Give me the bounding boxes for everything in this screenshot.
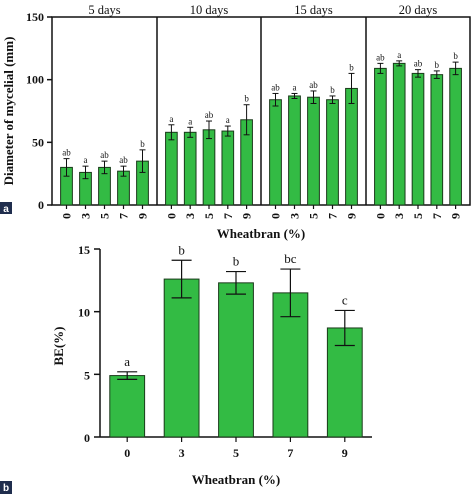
x-tick-label: 9 bbox=[342, 446, 348, 460]
significance-label: bc bbox=[284, 251, 297, 266]
x-tick-label: 9 bbox=[136, 213, 150, 219]
group-title: 15 days bbox=[294, 3, 333, 17]
x-tick-label: 0 bbox=[373, 213, 387, 219]
bar bbox=[218, 282, 254, 438]
significance-label: a bbox=[188, 116, 192, 126]
bar bbox=[202, 129, 216, 206]
bar bbox=[411, 72, 425, 206]
bars-b: a b b bc c bbox=[109, 242, 363, 438]
significance-label: c bbox=[342, 292, 348, 307]
significance-label: ab bbox=[309, 80, 318, 90]
significance-label: b bbox=[435, 60, 440, 70]
x-tick-label: 7 bbox=[430, 213, 444, 219]
y-tick-label: 10 bbox=[78, 306, 90, 320]
significance-label: b bbox=[453, 51, 458, 61]
significance-label: ab bbox=[205, 110, 214, 120]
panel-tag-a-bg bbox=[0, 202, 12, 214]
y-tick-label: 0 bbox=[38, 198, 44, 212]
significance-label: b bbox=[330, 85, 335, 95]
bar bbox=[165, 131, 178, 206]
y-tick-label: 5 bbox=[84, 368, 90, 382]
y-tick-label: 0 bbox=[84, 431, 90, 445]
significance-label: b bbox=[178, 242, 185, 257]
x-axis-label-b: Wheatbran (%) bbox=[192, 472, 280, 487]
significance-label: b bbox=[244, 94, 249, 104]
x-tick-label: 7 bbox=[117, 213, 131, 219]
bar bbox=[326, 99, 339, 206]
bar bbox=[345, 87, 358, 206]
bar bbox=[374, 67, 387, 206]
y-tick-label: 100 bbox=[26, 73, 44, 87]
x-tick-label: 9 bbox=[240, 213, 254, 219]
significance-label: ab bbox=[271, 82, 280, 92]
significance-label: ab bbox=[414, 59, 423, 69]
bar bbox=[326, 327, 363, 438]
y-axis-label-b: BE(%) bbox=[51, 327, 66, 366]
x-tick-label: 3 bbox=[183, 213, 197, 219]
x-tick-label: 5 bbox=[202, 213, 216, 219]
group-titles-a: 5 days 10 days 15 days 20 days bbox=[88, 3, 437, 17]
x-tick-label: 9 bbox=[449, 213, 463, 219]
significance-label: ab bbox=[376, 52, 385, 62]
bar bbox=[163, 278, 200, 438]
significance-label: ab bbox=[119, 155, 128, 165]
x-tick-label: 0 bbox=[164, 213, 178, 219]
x-tick-label: 3 bbox=[79, 213, 93, 219]
bar bbox=[269, 99, 282, 206]
significance-label: a bbox=[84, 155, 88, 165]
significance-label: a bbox=[169, 114, 173, 124]
bar bbox=[183, 131, 197, 206]
group-title: 5 days bbox=[88, 3, 120, 17]
significance-label: b bbox=[349, 62, 354, 72]
x-tick-label: 3 bbox=[392, 213, 406, 219]
x-tick-label: 7 bbox=[221, 213, 235, 219]
significance-label: b bbox=[140, 139, 145, 149]
group-title: 20 days bbox=[399, 3, 438, 17]
bar bbox=[221, 130, 235, 206]
significance-label: ab bbox=[62, 148, 71, 158]
y-tick-label: 50 bbox=[32, 135, 44, 149]
significance-label: a bbox=[124, 354, 130, 369]
bar bbox=[449, 67, 462, 206]
x-tick-label: 5 bbox=[307, 213, 321, 219]
x-tick-label: 5 bbox=[98, 213, 112, 219]
x-axis-label-a: Wheatbran (%) bbox=[217, 226, 305, 241]
x-tick-label: 3 bbox=[288, 213, 302, 219]
x-tick-label: 0 bbox=[269, 213, 283, 219]
x-ticks-b: 0 3 5 7 9 bbox=[124, 437, 348, 460]
significance-label: a bbox=[397, 50, 401, 60]
bar bbox=[430, 74, 444, 206]
bar bbox=[307, 96, 320, 206]
y-axis-label-a: Diameter of mycelial (mm) bbox=[1, 37, 16, 186]
y-tick-label: 15 bbox=[78, 243, 90, 257]
panel-tag-b-bg bbox=[0, 481, 12, 494]
significance-label: a bbox=[293, 82, 297, 92]
significance-label: b bbox=[233, 254, 240, 269]
x-tick-label: 0 bbox=[124, 446, 130, 460]
significance-label: ab bbox=[100, 150, 109, 160]
y-tick-label: 150 bbox=[26, 10, 44, 24]
x-tick-label: 5 bbox=[411, 213, 425, 219]
bar bbox=[392, 62, 406, 206]
bar bbox=[109, 375, 146, 438]
panel-tag-a: a bbox=[3, 204, 9, 215]
panel-tag-b: b bbox=[3, 483, 9, 494]
group-title: 10 days bbox=[190, 3, 229, 17]
bar bbox=[288, 95, 301, 206]
x-tick-label: 7 bbox=[326, 213, 340, 219]
x-tick-label: 3 bbox=[179, 446, 185, 460]
y-axis-a: 0 50 100 150 bbox=[26, 10, 52, 212]
y-axis-b: 0 5 10 15 bbox=[78, 243, 100, 445]
x-tick-label: 0 bbox=[60, 213, 74, 219]
x-tick-label: 5 bbox=[233, 446, 239, 460]
significance-label: a bbox=[226, 115, 230, 125]
x-tick-label: 7 bbox=[287, 446, 293, 460]
x-tick-label: 9 bbox=[345, 213, 359, 219]
